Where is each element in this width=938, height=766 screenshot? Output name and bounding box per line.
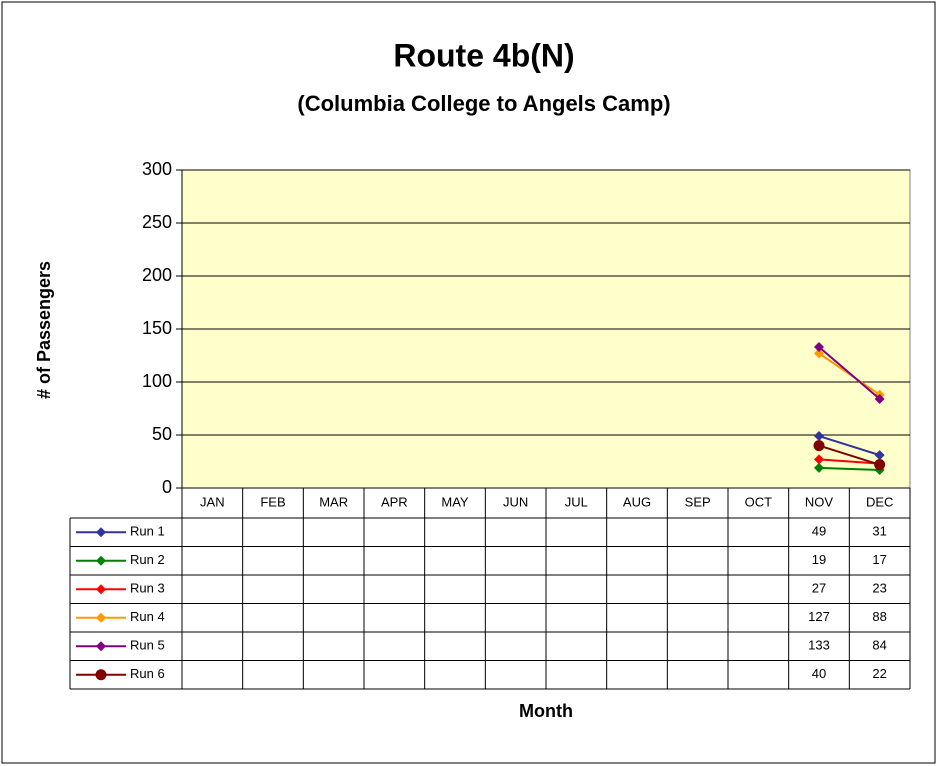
table-value: 49 [812,524,826,539]
table-value: 40 [812,666,826,681]
x-tick-label: SEP [685,494,711,509]
table-value: 84 [872,638,886,653]
point [813,440,825,452]
x-tick-label: FEB [260,494,285,509]
x-tick-label: NOV [805,494,834,509]
y-tick-label: 50 [152,424,172,444]
x-tick-label: OCT [745,494,773,509]
legend-label: Run 2 [130,552,165,567]
point [874,393,885,404]
legend-label: Run 3 [130,581,165,596]
point [96,555,106,566]
table-value: 22 [872,666,886,681]
x-tick-label: MAR [319,494,348,509]
point [814,348,824,359]
x-tick-label: AUG [623,494,651,509]
x-tick-label: JAN [200,494,225,509]
series-line [818,466,880,471]
series-line [818,346,881,400]
y-tick-label: 300 [142,159,172,179]
legend-label: Run 6 [130,666,165,681]
point [814,431,824,442]
x-tick-label: JUN [503,494,528,509]
series-line [818,435,880,457]
x-axis-label: Month [519,701,573,721]
table-value: 23 [872,581,886,596]
x-tick-label: JUL [565,494,588,509]
y-tick-label: 250 [142,212,172,232]
chart-title: Route 4b(N) [393,37,574,73]
y-tick-label: 150 [142,318,172,338]
table-value: 19 [812,552,826,567]
point [814,454,824,465]
y-tick-label: 200 [142,265,172,285]
point [814,462,824,473]
table-value: 31 [872,524,886,539]
table-value: 133 [808,638,830,653]
point [96,641,106,652]
x-tick-label: DEC [866,494,893,509]
legend-label: Run 4 [130,609,165,624]
table-value: 17 [872,552,886,567]
x-tick-label: MAY [441,494,469,509]
table-value: 127 [808,609,830,624]
series-line [818,444,880,466]
chart-subtitle: (Columbia College to Angels Camp) [297,91,670,116]
y-axis-label: # of Passengers [34,261,54,399]
table-value: 27 [812,581,826,596]
point [96,527,106,538]
table-value: 88 [872,609,886,624]
point [96,612,106,623]
point [874,450,885,461]
y-tick-label: 0 [162,477,172,497]
point [96,584,106,595]
point [95,669,107,681]
legend-label: Run 1 [130,524,165,539]
legend-label: Run 5 [130,638,165,653]
y-tick-label: 100 [142,371,172,391]
point [874,459,886,471]
x-tick-label: APR [381,494,408,509]
point [814,342,824,353]
series-line [818,458,880,465]
